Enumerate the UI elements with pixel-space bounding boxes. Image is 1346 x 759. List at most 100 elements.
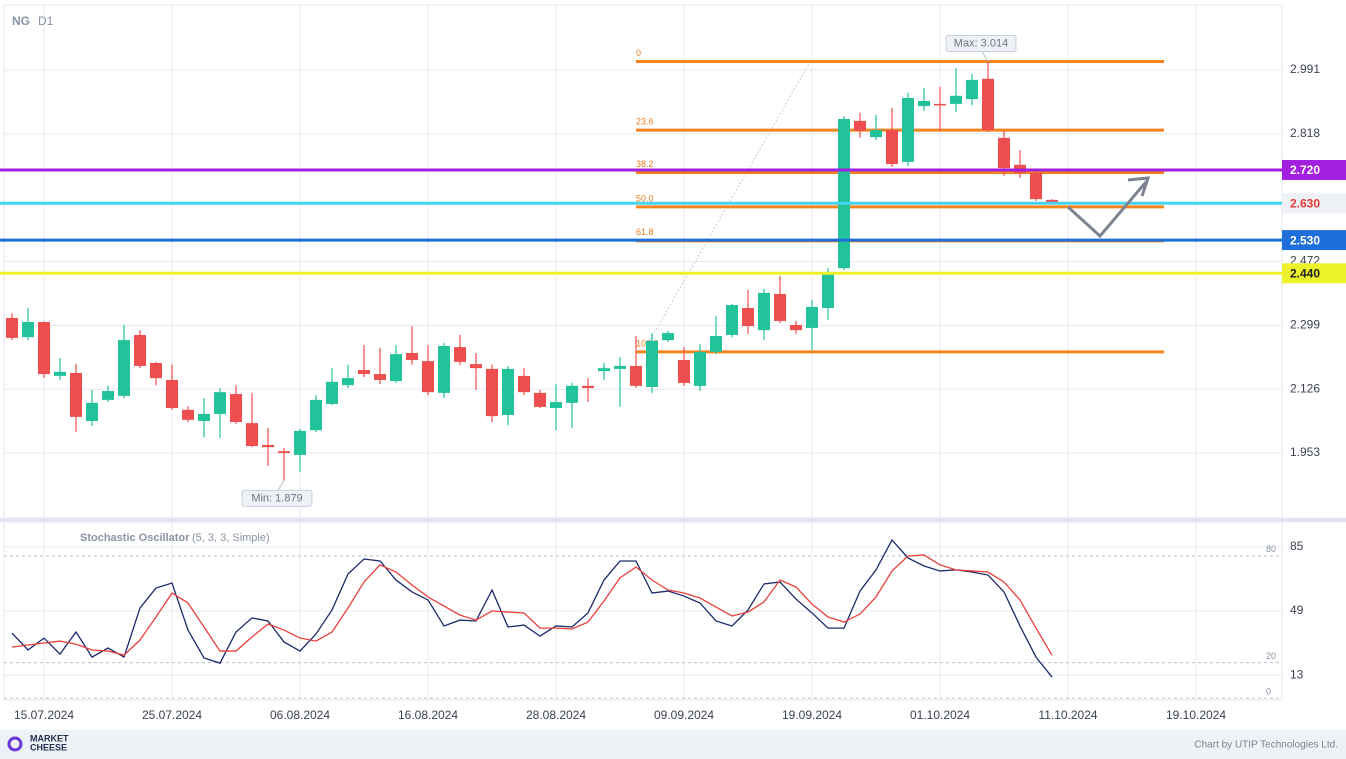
level-label: 2.630 bbox=[1290, 196, 1320, 210]
candle-body bbox=[806, 306, 818, 328]
x-tick-label: 09.09.2024 bbox=[654, 708, 714, 722]
candle-body bbox=[246, 423, 258, 447]
candle-body bbox=[438, 346, 450, 393]
candle-body bbox=[870, 130, 882, 138]
fib-label: 50.0 bbox=[636, 193, 654, 203]
candle-body bbox=[710, 336, 722, 352]
y-tick-label: 49 bbox=[1290, 603, 1304, 617]
y-tick-label: 2.991 bbox=[1290, 62, 1320, 76]
y-tick-label: 2.126 bbox=[1290, 381, 1320, 395]
candle-body bbox=[614, 365, 626, 369]
forecast-arrow bbox=[1066, 181, 1148, 239]
oscillator-title: Stochastic Oscillator bbox=[80, 532, 190, 544]
candle-body bbox=[278, 451, 290, 454]
annotation-connector bbox=[981, 51, 989, 62]
candle-body bbox=[454, 347, 466, 362]
candle-body bbox=[70, 372, 82, 417]
x-tick-label: 19.10.2024 bbox=[1166, 708, 1226, 722]
annotation-text: Min: 1.879 bbox=[251, 492, 302, 504]
oscillator-line bbox=[11, 538, 1053, 678]
level-label-box bbox=[1282, 263, 1346, 284]
candle-body bbox=[902, 98, 914, 162]
candle-body bbox=[406, 353, 418, 361]
candle-body bbox=[118, 340, 130, 396]
candle-body bbox=[950, 95, 962, 104]
candle-body bbox=[646, 340, 658, 387]
candle-body bbox=[966, 79, 978, 100]
candle-body bbox=[470, 364, 482, 369]
plot: 023.638.250.061.8100.0 bbox=[0, 48, 1346, 678]
candle-body bbox=[694, 351, 706, 386]
candle-body bbox=[230, 393, 242, 423]
grid bbox=[4, 5, 1282, 700]
candle-body bbox=[150, 362, 162, 379]
candle-body bbox=[502, 368, 514, 416]
candle-body bbox=[790, 324, 802, 331]
y-tick-label: 13 bbox=[1290, 667, 1304, 681]
candle-body bbox=[998, 137, 1010, 169]
candle-body bbox=[678, 360, 690, 383]
level-label: 2.530 bbox=[1290, 233, 1320, 247]
candle-body bbox=[1046, 199, 1058, 204]
level-label: 0 bbox=[1266, 687, 1271, 697]
credit: Chart by UTIP Technologies Ltd. bbox=[1194, 740, 1338, 751]
candle-body bbox=[726, 305, 738, 335]
annotation-text: Max: 3.014 bbox=[954, 37, 1008, 49]
forecast-arrow-head bbox=[1127, 176, 1151, 197]
y-tick-label: 2.299 bbox=[1290, 318, 1320, 332]
candle-body bbox=[822, 272, 834, 309]
candle-body bbox=[566, 385, 578, 403]
candle-body bbox=[774, 293, 786, 321]
candle-body bbox=[38, 322, 50, 375]
panel-separator bbox=[0, 518, 1346, 522]
candle-body bbox=[166, 379, 178, 409]
candle-body bbox=[262, 444, 274, 448]
candle-body bbox=[6, 317, 18, 338]
candle-body bbox=[886, 130, 898, 165]
candle-body bbox=[534, 392, 546, 407]
candle-body bbox=[390, 354, 402, 382]
candle-body bbox=[358, 370, 370, 375]
x-tick-label: 06.08.2024 bbox=[270, 708, 330, 722]
x-tick-label: 16.08.2024 bbox=[398, 708, 458, 722]
candle-body bbox=[486, 368, 498, 417]
footer bbox=[0, 730, 1346, 759]
candle-body bbox=[294, 430, 306, 455]
level-label: 80 bbox=[1266, 544, 1276, 554]
candle-body bbox=[182, 409, 194, 420]
level-label-box bbox=[1282, 193, 1346, 214]
symbol: NG bbox=[12, 14, 30, 28]
level-label: 2.720 bbox=[1290, 163, 1320, 177]
y-tick-label: 85 bbox=[1290, 539, 1304, 553]
candle-body bbox=[310, 399, 322, 431]
candle-body bbox=[54, 371, 66, 376]
annotation-box bbox=[945, 34, 1017, 52]
x-tick-label: 28.08.2024 bbox=[526, 708, 586, 722]
fib-label: 38.2 bbox=[636, 159, 654, 169]
candle-body bbox=[1030, 172, 1042, 200]
logo-text: CHEESE bbox=[30, 742, 67, 752]
y-tick-label: 1.953 bbox=[1290, 445, 1320, 459]
candle-body bbox=[582, 385, 594, 389]
candle-body bbox=[86, 402, 98, 421]
candle-body bbox=[918, 100, 930, 107]
candle-body bbox=[326, 381, 338, 404]
candle-body bbox=[198, 413, 210, 421]
candle-body bbox=[982, 78, 994, 131]
candle-body bbox=[854, 120, 866, 131]
candle-body bbox=[598, 368, 610, 372]
candle-body bbox=[374, 374, 386, 380]
annotation-box bbox=[241, 489, 313, 507]
candle-body bbox=[662, 333, 674, 341]
timeframe: D1 bbox=[38, 14, 54, 28]
level-label: 2.440 bbox=[1290, 266, 1320, 280]
x-tick-label: 01.10.2024 bbox=[910, 708, 970, 722]
trend-line bbox=[649, 61, 811, 341]
fib-label: 61.8 bbox=[636, 227, 654, 237]
annotation-connector bbox=[277, 480, 285, 491]
logo-text: MARKET bbox=[30, 733, 69, 743]
candle-body bbox=[518, 375, 530, 393]
candle-body bbox=[758, 292, 770, 331]
